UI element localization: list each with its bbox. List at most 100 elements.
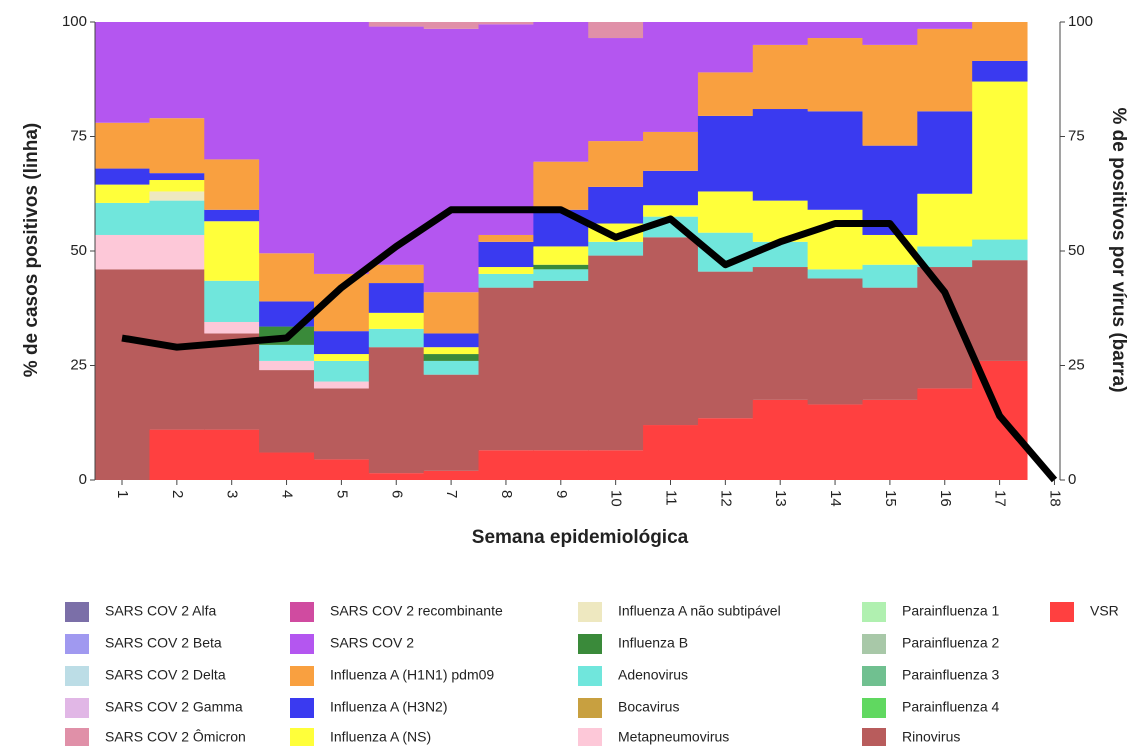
bar-segment bbox=[533, 161, 589, 210]
x-tick-label: 5 bbox=[333, 490, 350, 498]
bar-segment bbox=[94, 269, 150, 480]
bar-segment bbox=[423, 374, 480, 471]
bar-segment bbox=[862, 22, 918, 45]
legend-label: SARS COV 2 Delta bbox=[105, 667, 226, 683]
bar-segment bbox=[313, 388, 370, 460]
legend-label: Influenza B bbox=[618, 635, 688, 651]
bar-segment bbox=[204, 22, 260, 160]
bar-segment bbox=[862, 399, 918, 480]
x-tick-label: 17 bbox=[992, 490, 1009, 507]
bar-segment bbox=[478, 273, 534, 288]
bar-segment bbox=[807, 278, 863, 405]
legend-label: SARS COV 2 bbox=[330, 635, 414, 651]
bar-segment bbox=[588, 241, 644, 256]
bar-segment bbox=[204, 221, 260, 281]
legend-label: SARS COV 2 Beta bbox=[105, 635, 222, 651]
bar-segment bbox=[313, 22, 370, 274]
legend-label: SARS COV 2 Gamma bbox=[105, 699, 243, 715]
x-tick-label: 14 bbox=[827, 490, 844, 507]
bar-segment bbox=[259, 452, 315, 480]
bar-segment bbox=[588, 450, 644, 480]
legend-label: Metapneumovirus bbox=[618, 729, 729, 745]
bar-segment bbox=[368, 312, 425, 329]
bar-segment bbox=[478, 22, 534, 25]
bar-segment bbox=[478, 287, 534, 451]
x-tick-label: 1 bbox=[114, 490, 131, 498]
bar-segment bbox=[423, 22, 480, 29]
bar-segment bbox=[423, 333, 480, 348]
bar-segment bbox=[259, 22, 315, 254]
y-tick-label: 0 bbox=[79, 471, 87, 488]
x-tick-label: 13 bbox=[772, 490, 789, 507]
bar-segment bbox=[259, 344, 315, 361]
legend-swatch bbox=[1050, 602, 1074, 622]
bar-segment bbox=[533, 246, 589, 265]
y2-tick-label: 100 bbox=[1068, 13, 1093, 30]
x-tick-label: 7 bbox=[443, 490, 460, 498]
bar-segment bbox=[697, 191, 754, 233]
bar-segment bbox=[643, 131, 699, 171]
bar-segment bbox=[917, 193, 973, 247]
bar-segment bbox=[533, 269, 589, 281]
bar-segment bbox=[643, 205, 699, 217]
bar-segment bbox=[149, 180, 205, 192]
bar-segment bbox=[588, 38, 644, 142]
bar-segment bbox=[94, 22, 150, 123]
bar-segment bbox=[149, 234, 205, 270]
bar-segment bbox=[204, 429, 260, 480]
bar-segment bbox=[368, 347, 425, 474]
bar-segment bbox=[752, 267, 809, 400]
y-axis-title: % de casos positivos (linha) bbox=[21, 123, 42, 377]
bar-segment bbox=[588, 22, 644, 39]
x-tick-label: 3 bbox=[224, 490, 241, 498]
bar-segment bbox=[423, 28, 480, 293]
legend-label: SARS COV 2 Alfa bbox=[105, 603, 216, 619]
legend-swatch bbox=[290, 634, 314, 654]
bar-segment bbox=[94, 234, 150, 270]
bar-segment bbox=[423, 360, 480, 375]
bar-segment bbox=[368, 283, 425, 313]
legend-swatch bbox=[578, 728, 602, 746]
bar-segment bbox=[972, 22, 1028, 61]
legend-label: Parainfluenza 1 bbox=[902, 603, 1000, 619]
bar-segment bbox=[313, 360, 370, 382]
bar-segment bbox=[204, 159, 260, 210]
y-tick-label: 75 bbox=[70, 127, 87, 144]
line bbox=[121, 206, 1058, 483]
y2-tick-label: 0 bbox=[1068, 471, 1076, 488]
bar-segment bbox=[94, 202, 150, 235]
bar-segment bbox=[972, 81, 1028, 240]
legend-swatch bbox=[578, 634, 602, 654]
legend-swatch bbox=[578, 666, 602, 686]
bar-segment bbox=[259, 360, 315, 371]
y2-axis-title: % de positivos por vírus (barra) bbox=[1108, 107, 1129, 392]
bar-segment bbox=[423, 470, 480, 480]
bar-segment bbox=[313, 381, 370, 389]
y2-tick-label: 50 bbox=[1068, 242, 1085, 259]
legend-swatch bbox=[862, 634, 886, 654]
y-tick-label: 50 bbox=[70, 242, 87, 259]
bar-segment bbox=[368, 22, 425, 27]
y-tick-label: 100 bbox=[62, 13, 87, 30]
bar-segment bbox=[478, 267, 534, 274]
legend-swatch bbox=[65, 666, 89, 686]
bar-segment bbox=[752, 241, 809, 268]
bar-segment bbox=[588, 255, 644, 451]
bar-segment bbox=[588, 141, 644, 187]
bar-segment bbox=[533, 209, 589, 247]
legend-label: Bocavirus bbox=[618, 699, 679, 715]
legend-swatch bbox=[862, 666, 886, 686]
legend-label: Parainfluenza 3 bbox=[902, 667, 1000, 683]
bar-segment bbox=[478, 234, 534, 242]
x-tick-label: 9 bbox=[553, 490, 570, 498]
bar-segment bbox=[697, 115, 754, 192]
bar-segment bbox=[643, 22, 699, 132]
y2-tick-label: 25 bbox=[1068, 356, 1085, 373]
bar-segment bbox=[588, 186, 644, 224]
x-tick-label: 2 bbox=[169, 490, 186, 498]
bar-segment bbox=[807, 38, 863, 112]
x-tick-label: 15 bbox=[882, 490, 899, 507]
legend-label: Influenza A não subtipável bbox=[618, 603, 781, 619]
bar-segment bbox=[204, 280, 260, 322]
